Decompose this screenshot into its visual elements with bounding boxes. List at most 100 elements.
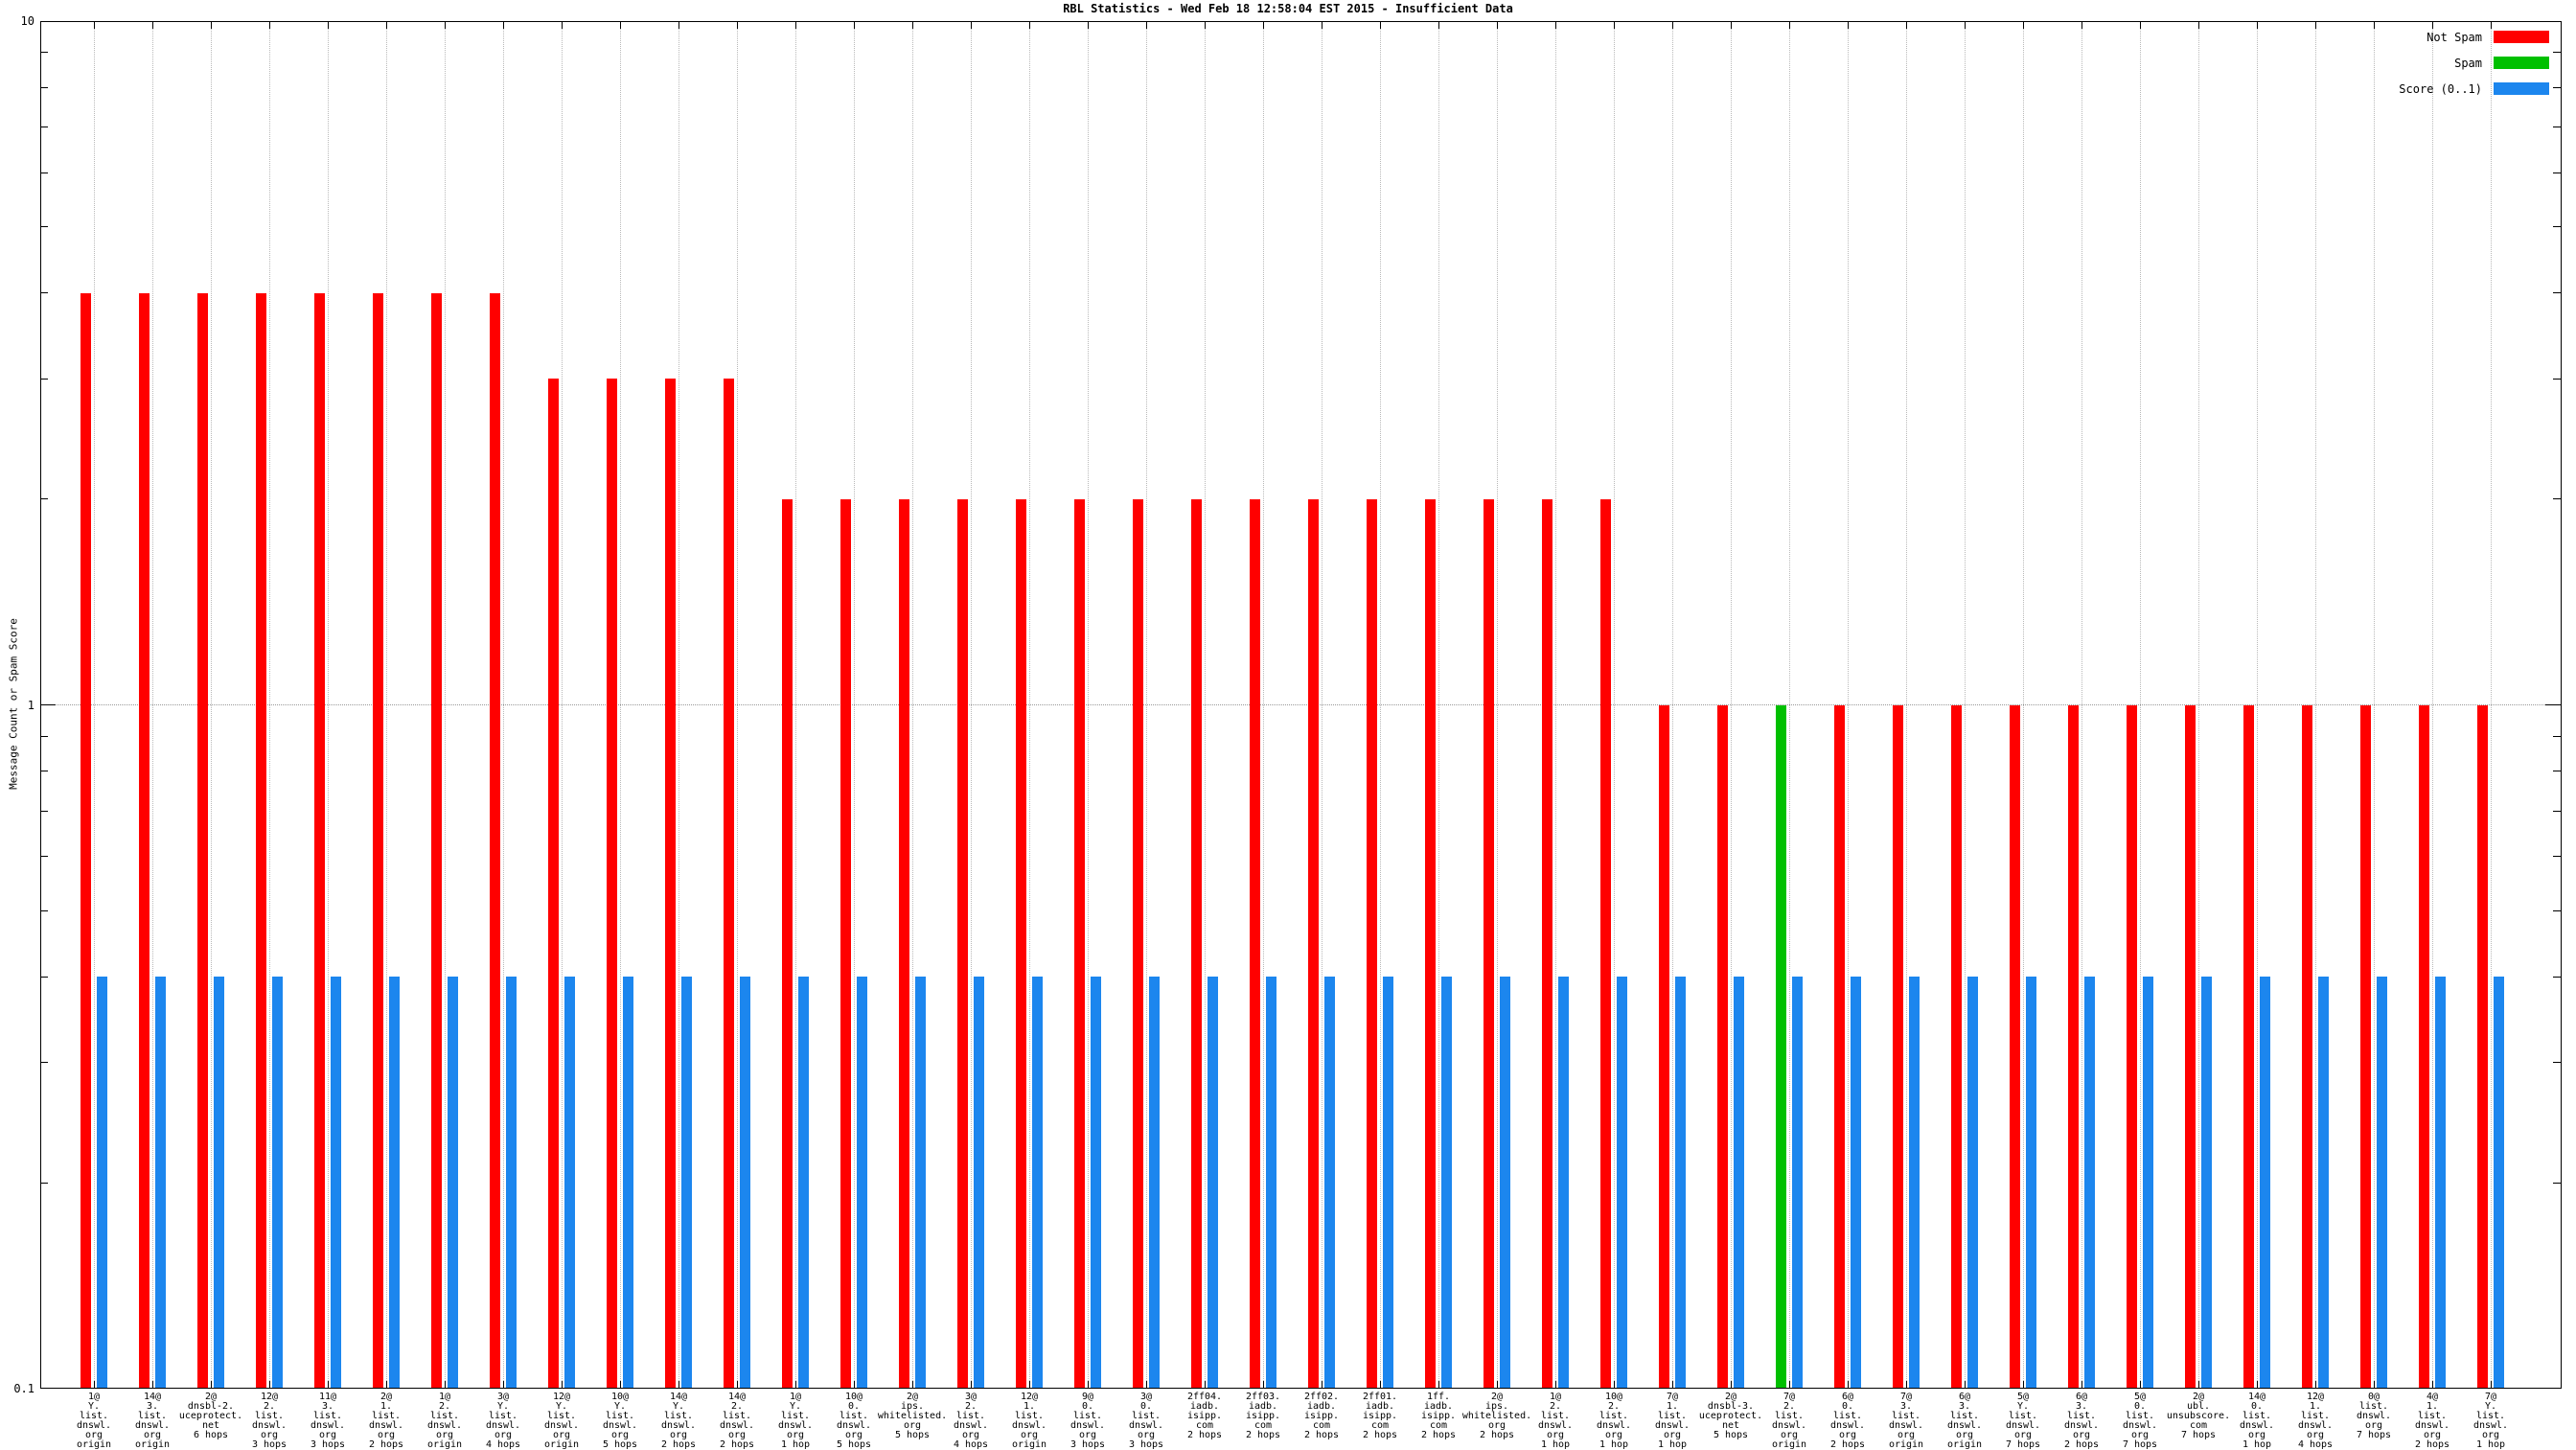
x-tick-top (1438, 21, 1439, 29)
x-tick-top (1263, 21, 1264, 29)
x-tick-bottom (94, 1381, 95, 1389)
x-axis-label-line: dnswl. (1070, 1420, 1106, 1431)
bar-score (331, 977, 341, 1388)
x-axis-label: 2@ ips. whitelisted. org 2 hops (1454, 1392, 1540, 1440)
bar-score (2143, 977, 2153, 1388)
x-axis-label-line: org (1604, 1430, 1623, 1440)
x-axis-label-line: list. (2008, 1411, 2038, 1421)
bar-score (1675, 977, 1686, 1388)
gridline-y-1 (41, 704, 2561, 705)
x-axis-label-line: org (494, 1430, 513, 1440)
x-tick-top (1555, 21, 1556, 29)
x-axis-label-line: origin (1011, 1439, 1047, 1450)
x-tick-top (1789, 21, 1790, 29)
x-axis-label: 3@ 2. list. dnswl. org 4 hops (928, 1392, 1014, 1450)
gridline-x (1380, 21, 1381, 1389)
x-tick-bottom (562, 1381, 563, 1389)
x-axis-label-line: unsubscore. (2166, 1411, 2231, 1421)
x-axis-label-line: isipp. (1186, 1411, 1223, 1421)
x-axis-label-line: 6 hops (193, 1430, 229, 1440)
x-axis-label: 12@ 1. list. dnswl. org origin (986, 1392, 1072, 1450)
x-tick-bottom (737, 1381, 738, 1389)
bar-score (857, 977, 867, 1388)
bar-score (1909, 977, 1920, 1388)
gridline-x (2374, 21, 2375, 1389)
x-tick-bottom (1614, 1381, 1615, 1389)
x-axis-label-line: 1. (1023, 1401, 1036, 1412)
x-axis-label-line: dnswl. (1596, 1420, 1632, 1431)
x-tick-bottom (2023, 1381, 2024, 1389)
x-axis-label-line: Y. (555, 1401, 568, 1412)
x-axis-label-line: 2 hops (719, 1439, 755, 1450)
x-axis-label-line: dnswl. (1011, 1420, 1047, 1431)
x-axis-label-line: 2. (964, 1401, 978, 1412)
bar-not-spam (2127, 704, 2137, 1388)
bar-not-spam (139, 292, 150, 1388)
x-axis-label-line: 1@ (87, 1392, 101, 1402)
x-axis-label-line: 3. (321, 1401, 334, 1412)
gridline-x (2257, 21, 2258, 1389)
x-tick-bottom (2315, 1381, 2316, 1389)
x-axis-label-line: 0. (2133, 1401, 2147, 1412)
x-tick-bottom (971, 1381, 972, 1389)
x-axis-label-line: org (610, 1430, 630, 1440)
x-axis-label-line: origin (426, 1439, 463, 1450)
gridline-x (503, 21, 504, 1389)
x-axis-label-line: dnsbl-3. (1707, 1401, 1755, 1412)
x-axis-label-line: com (1429, 1420, 1448, 1431)
gridline-x (562, 21, 563, 1389)
x-axis-label-line: 2ff01. (1362, 1392, 1398, 1402)
x-axis-label-line: 3 hops (251, 1439, 288, 1450)
x-axis-label-line: org (2481, 1430, 2500, 1440)
y-minor-tick (40, 379, 48, 380)
gridline-x (795, 21, 796, 1389)
x-axis-label: 1@ Y. list. dnswl. org 1 hop (752, 1392, 839, 1450)
x-axis-label-line: 1 hop (1598, 1439, 1629, 1450)
x-axis-label-line: 3 hops (1070, 1439, 1106, 1450)
x-axis-label-line: 2@ (1490, 1392, 1504, 1402)
bar-not-spam (431, 292, 442, 1388)
bar-score (1558, 977, 1569, 1388)
x-axis-label-line: 1. (1666, 1401, 1679, 1412)
y-minor-tick (2553, 910, 2561, 911)
x-axis-label: 10@ 0. list. dnswl. org 5 hops (811, 1392, 897, 1450)
x-axis-label-line: 2 hops (368, 1439, 404, 1450)
x-axis-label: 1@ Y. list. dnswl. org origin (51, 1392, 137, 1450)
y-tick-label-1: 1 (27, 699, 34, 712)
y-minor-tick (2553, 292, 2561, 293)
x-axis-label-line: 5 hops (1713, 1430, 1749, 1440)
x-axis-label-line: 4 hops (953, 1439, 989, 1450)
bar-not-spam (1133, 498, 1143, 1388)
bar-score (681, 977, 692, 1388)
x-axis-label: 14@ 0. list. dnswl. org 1 hop (2214, 1392, 2300, 1450)
bar-not-spam (1893, 704, 1903, 1388)
x-tick-bottom (1029, 1381, 1030, 1389)
bar-not-spam (314, 292, 325, 1388)
x-axis-label-line: dnswl. (953, 1420, 989, 1431)
bar-score (564, 977, 575, 1388)
x-axis-label-line: net (1721, 1420, 1740, 1431)
x-axis-label-line: list. (1949, 1411, 1980, 1421)
x-axis-label-line: dnswl. (777, 1420, 814, 1431)
x-axis-label-line: 5 hops (836, 1439, 872, 1450)
x-axis-label-line: Y. (87, 1401, 101, 1412)
gridline-x (2198, 21, 2199, 1389)
x-axis-label-line: dnswl. (719, 1420, 755, 1431)
x-tick-bottom (2432, 1381, 2433, 1389)
x-axis-label-line: org (552, 1430, 571, 1440)
x-axis-label-line: 2 hops (1303, 1430, 1340, 1440)
x-tick-top (2140, 21, 2141, 29)
x-axis-label-line: 2@ (1724, 1392, 1737, 1402)
x-axis-label: 0@ list. dnswl. org 7 hops (2331, 1392, 2417, 1440)
x-tick-bottom (503, 1381, 504, 1389)
gridline-x (152, 21, 153, 1389)
bar-not-spam (2185, 704, 2196, 1388)
bar-spam (1776, 704, 1786, 1388)
x-axis-label-line: 0. (1081, 1401, 1094, 1412)
x-tick-bottom (445, 1381, 446, 1389)
x-tick-top (2198, 21, 2199, 29)
x-tick-top (562, 21, 563, 29)
x-axis-label-line: 12@ (1020, 1392, 1039, 1402)
x-axis-label: 7@ 2. list. dnswl. org origin (1746, 1392, 1832, 1450)
